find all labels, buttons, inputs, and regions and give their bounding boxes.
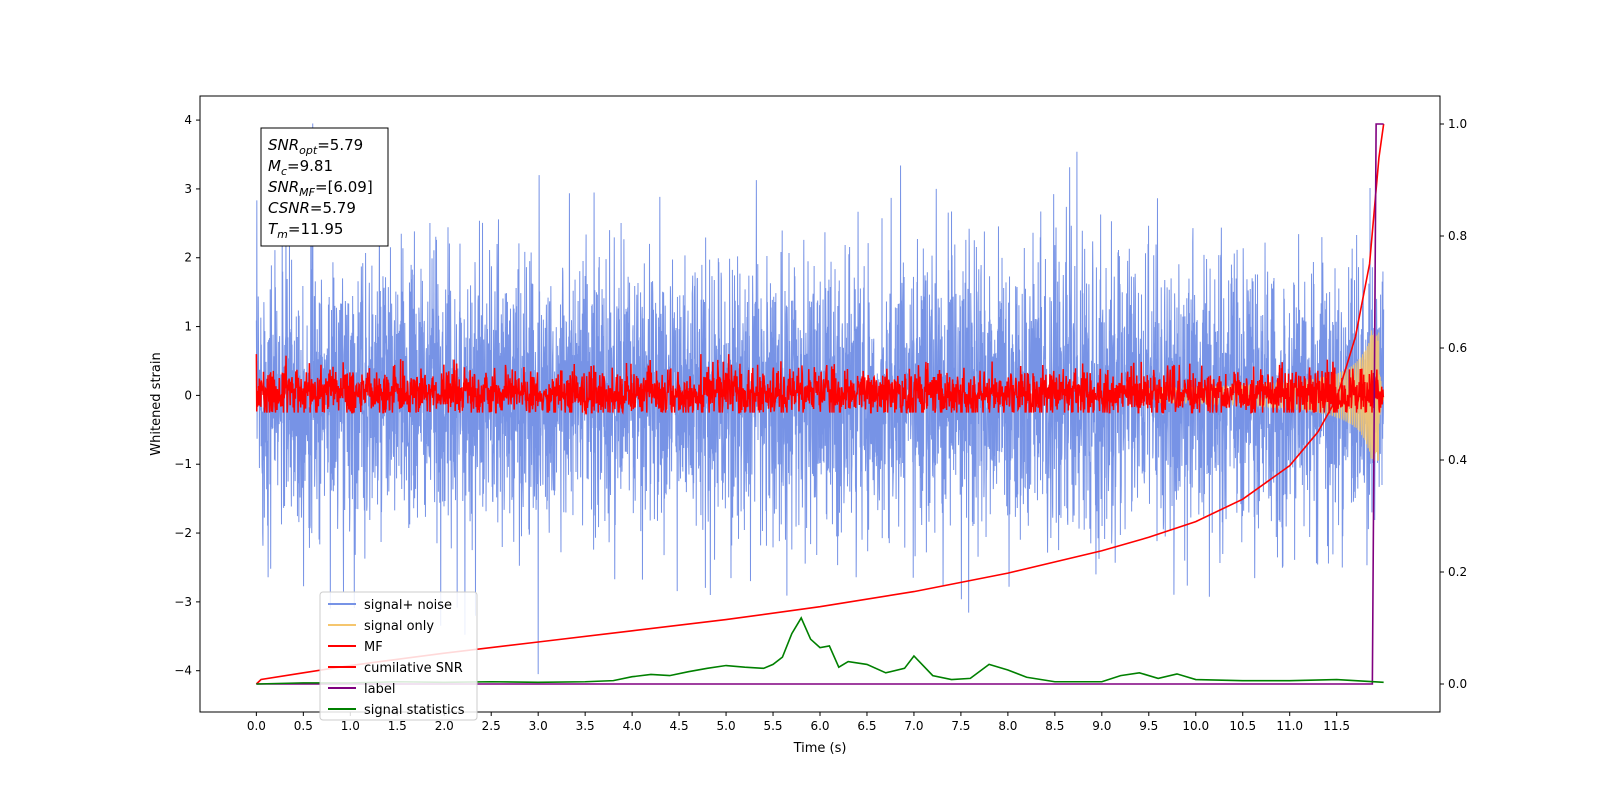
legend-label: signal statistics — [364, 703, 465, 718]
annotation-line: SNRopt=5.79 — [268, 136, 363, 157]
y2-tick-label: 0.6 — [1448, 341, 1467, 355]
series-signal-noise — [255, 123, 1385, 675]
y-axis-label: Whitened strain — [149, 352, 164, 455]
annotation-line: CSNR=5.79 — [268, 199, 356, 217]
y-tick-label: 4 — [184, 113, 192, 127]
y2-tick-label: 0.4 — [1448, 453, 1467, 467]
y-tick-label: −3 — [174, 595, 192, 609]
x-tick-label: 7.5 — [951, 719, 970, 733]
annotation-line: Tm=11.95 — [268, 220, 343, 241]
x-tick-label: 6.0 — [810, 719, 829, 733]
x-tick-label: 11.5 — [1323, 719, 1350, 733]
series-label — [256, 123, 1384, 685]
x-tick-label: 2.0 — [435, 719, 454, 733]
y2-tick-label: 0.2 — [1448, 565, 1467, 579]
x-tick-label: 2.5 — [482, 719, 501, 733]
legend-label: cumilative SNR — [364, 661, 463, 676]
y2-tick-label: 0.8 — [1448, 229, 1467, 243]
x-tick-label: 0.5 — [294, 719, 313, 733]
x-axis-label: Time (s) — [793, 741, 847, 756]
x-tick-label: 10.5 — [1229, 719, 1256, 733]
x-tick-label: 3.5 — [576, 719, 595, 733]
x-tick-label: 4.5 — [670, 719, 689, 733]
y-tick-label: 1 — [184, 320, 192, 334]
x-tick-label: 4.0 — [623, 719, 642, 733]
y2-tick-label: 1.0 — [1448, 117, 1467, 131]
series-signal-statistics — [256, 616, 1384, 685]
y-tick-label: 0 — [184, 388, 192, 402]
legend-label: signal+ noise — [364, 598, 452, 613]
y2-tick-label: 0.0 — [1448, 677, 1467, 691]
x-tick-label: 8.0 — [998, 719, 1017, 733]
x-tick-label: 9.5 — [1139, 719, 1158, 733]
x-tick-label: 10.0 — [1182, 719, 1209, 733]
x-tick-label: 7.0 — [904, 719, 923, 733]
y-tick-label: −4 — [174, 664, 192, 678]
series-mf — [255, 354, 1385, 416]
y-tick-label: −1 — [174, 457, 192, 471]
x-tick-label: 0.0 — [247, 719, 266, 733]
x-tick-label: 8.5 — [1045, 719, 1064, 733]
x-tick-label: 6.5 — [857, 719, 876, 733]
y-tick-label: 2 — [184, 251, 192, 265]
annotation-line: Mc=9.81 — [268, 157, 333, 178]
x-tick-label: 1.0 — [341, 719, 360, 733]
legend: signal+ noise signal only MF cumilative SNR… — [319, 591, 478, 721]
x-tick-label: 5.0 — [717, 719, 736, 733]
x-tick-label: 3.0 — [529, 719, 548, 733]
legend-label: MF — [364, 640, 383, 655]
x-tick-label: 5.5 — [763, 719, 782, 733]
x-tick-label: 11.0 — [1276, 719, 1303, 733]
axes: 0.0 0.5 1.0 1.5 2.0 2.5 3.0 3.5 4.0 4.5 5.0 5.5 6.0 6… — [174, 113, 1467, 733]
y-tick-label: 3 — [184, 182, 192, 196]
annotation-line: SNRMF=[6.09] — [268, 178, 373, 199]
x-tick-label: 9.0 — [1092, 719, 1111, 733]
y-tick-label: −2 — [174, 526, 192, 540]
legend-label: label — [364, 682, 395, 697]
legend-label: signal only — [364, 619, 434, 634]
x-tick-label: 1.5 — [388, 719, 407, 733]
